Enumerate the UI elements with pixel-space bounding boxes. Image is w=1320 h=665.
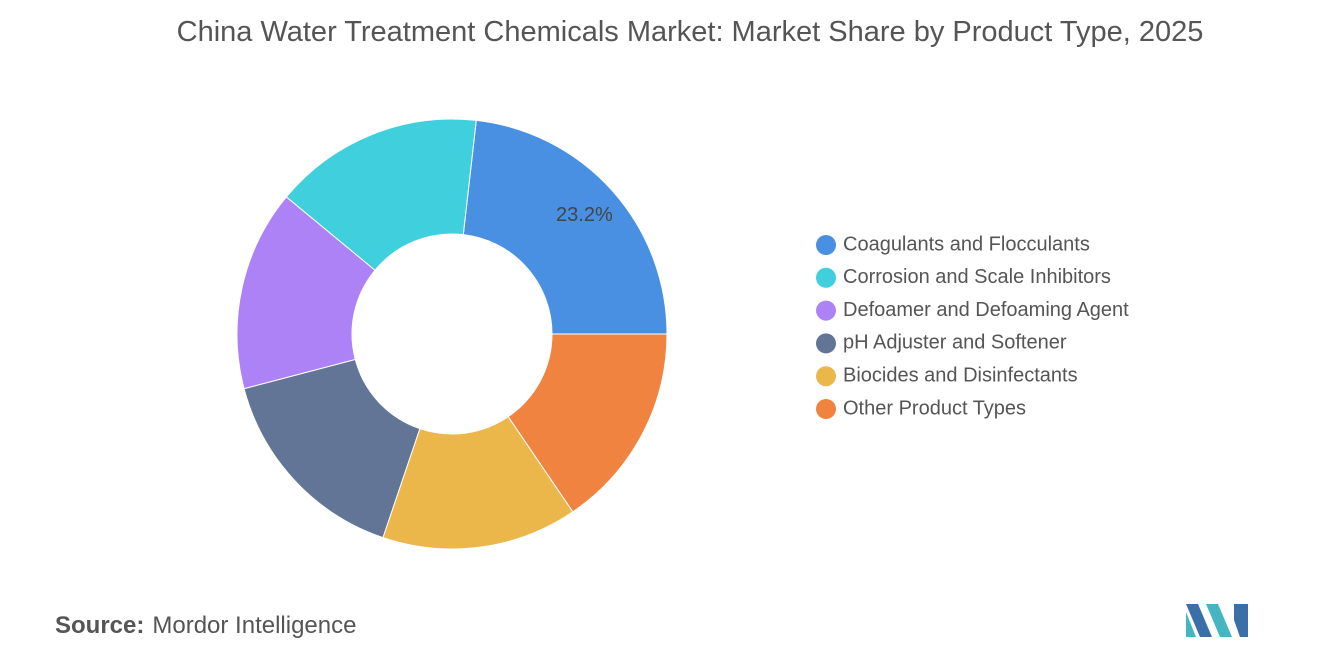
- legend-swatch: [816, 300, 836, 321]
- donut-slice: [507, 333, 668, 513]
- legend-swatch: [816, 267, 836, 288]
- legend-label: Corrosion and Scale Inhibitors: [843, 266, 1111, 288]
- source: Source: Mordor Intelligence: [55, 612, 356, 640]
- legend-swatch: [816, 366, 836, 387]
- donut-slice: [236, 196, 376, 390]
- donut-slice: [243, 358, 421, 539]
- data-label: 23.2%: [556, 204, 613, 226]
- donut-slice: [462, 119, 668, 335]
- legend-label: Defoamer and Defoaming Agent: [843, 299, 1129, 321]
- logo: [1186, 604, 1248, 637]
- legend-label: Other Product Types: [843, 397, 1026, 419]
- legend-label: Biocides and Disinfectants: [843, 364, 1078, 386]
- source-text: Mordor Intelligence: [152, 612, 357, 639]
- legend-label: pH Adjuster and Softener: [843, 332, 1067, 354]
- donut-slice: [285, 118, 477, 271]
- legend-label: Coagulants and Flocculants: [843, 233, 1090, 255]
- legend-swatch: [816, 235, 836, 255]
- source-label: Source:: [55, 612, 145, 639]
- donut-slice: [382, 416, 574, 550]
- legend-swatch: [816, 333, 836, 354]
- chart-title: China Water Treatment Chemicals Market: …: [176, 16, 1204, 48]
- legend-swatch: [816, 399, 836, 419]
